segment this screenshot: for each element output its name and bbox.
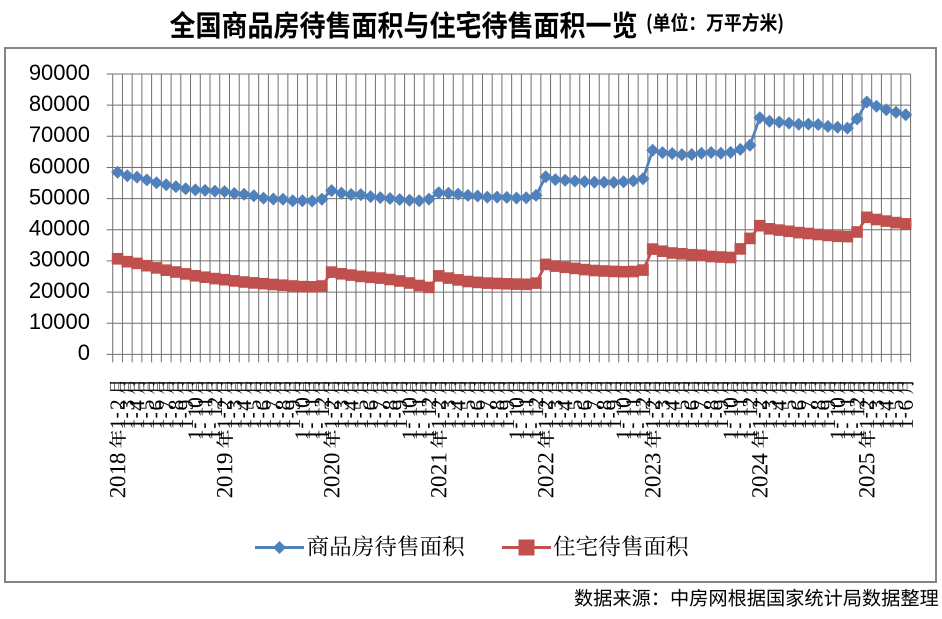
svg-text:60000: 60000: [29, 153, 90, 178]
svg-text:50000: 50000: [29, 184, 90, 209]
svg-text:0: 0: [78, 340, 90, 365]
svg-text:40000: 40000: [29, 216, 90, 241]
svg-text:10000: 10000: [29, 309, 90, 334]
svg-text:70000: 70000: [29, 122, 90, 147]
svg-text:30000: 30000: [29, 247, 90, 272]
svg-text:80000: 80000: [29, 91, 90, 116]
svg-text:20000: 20000: [29, 278, 90, 303]
svg-text:90000: 90000: [29, 60, 90, 85]
